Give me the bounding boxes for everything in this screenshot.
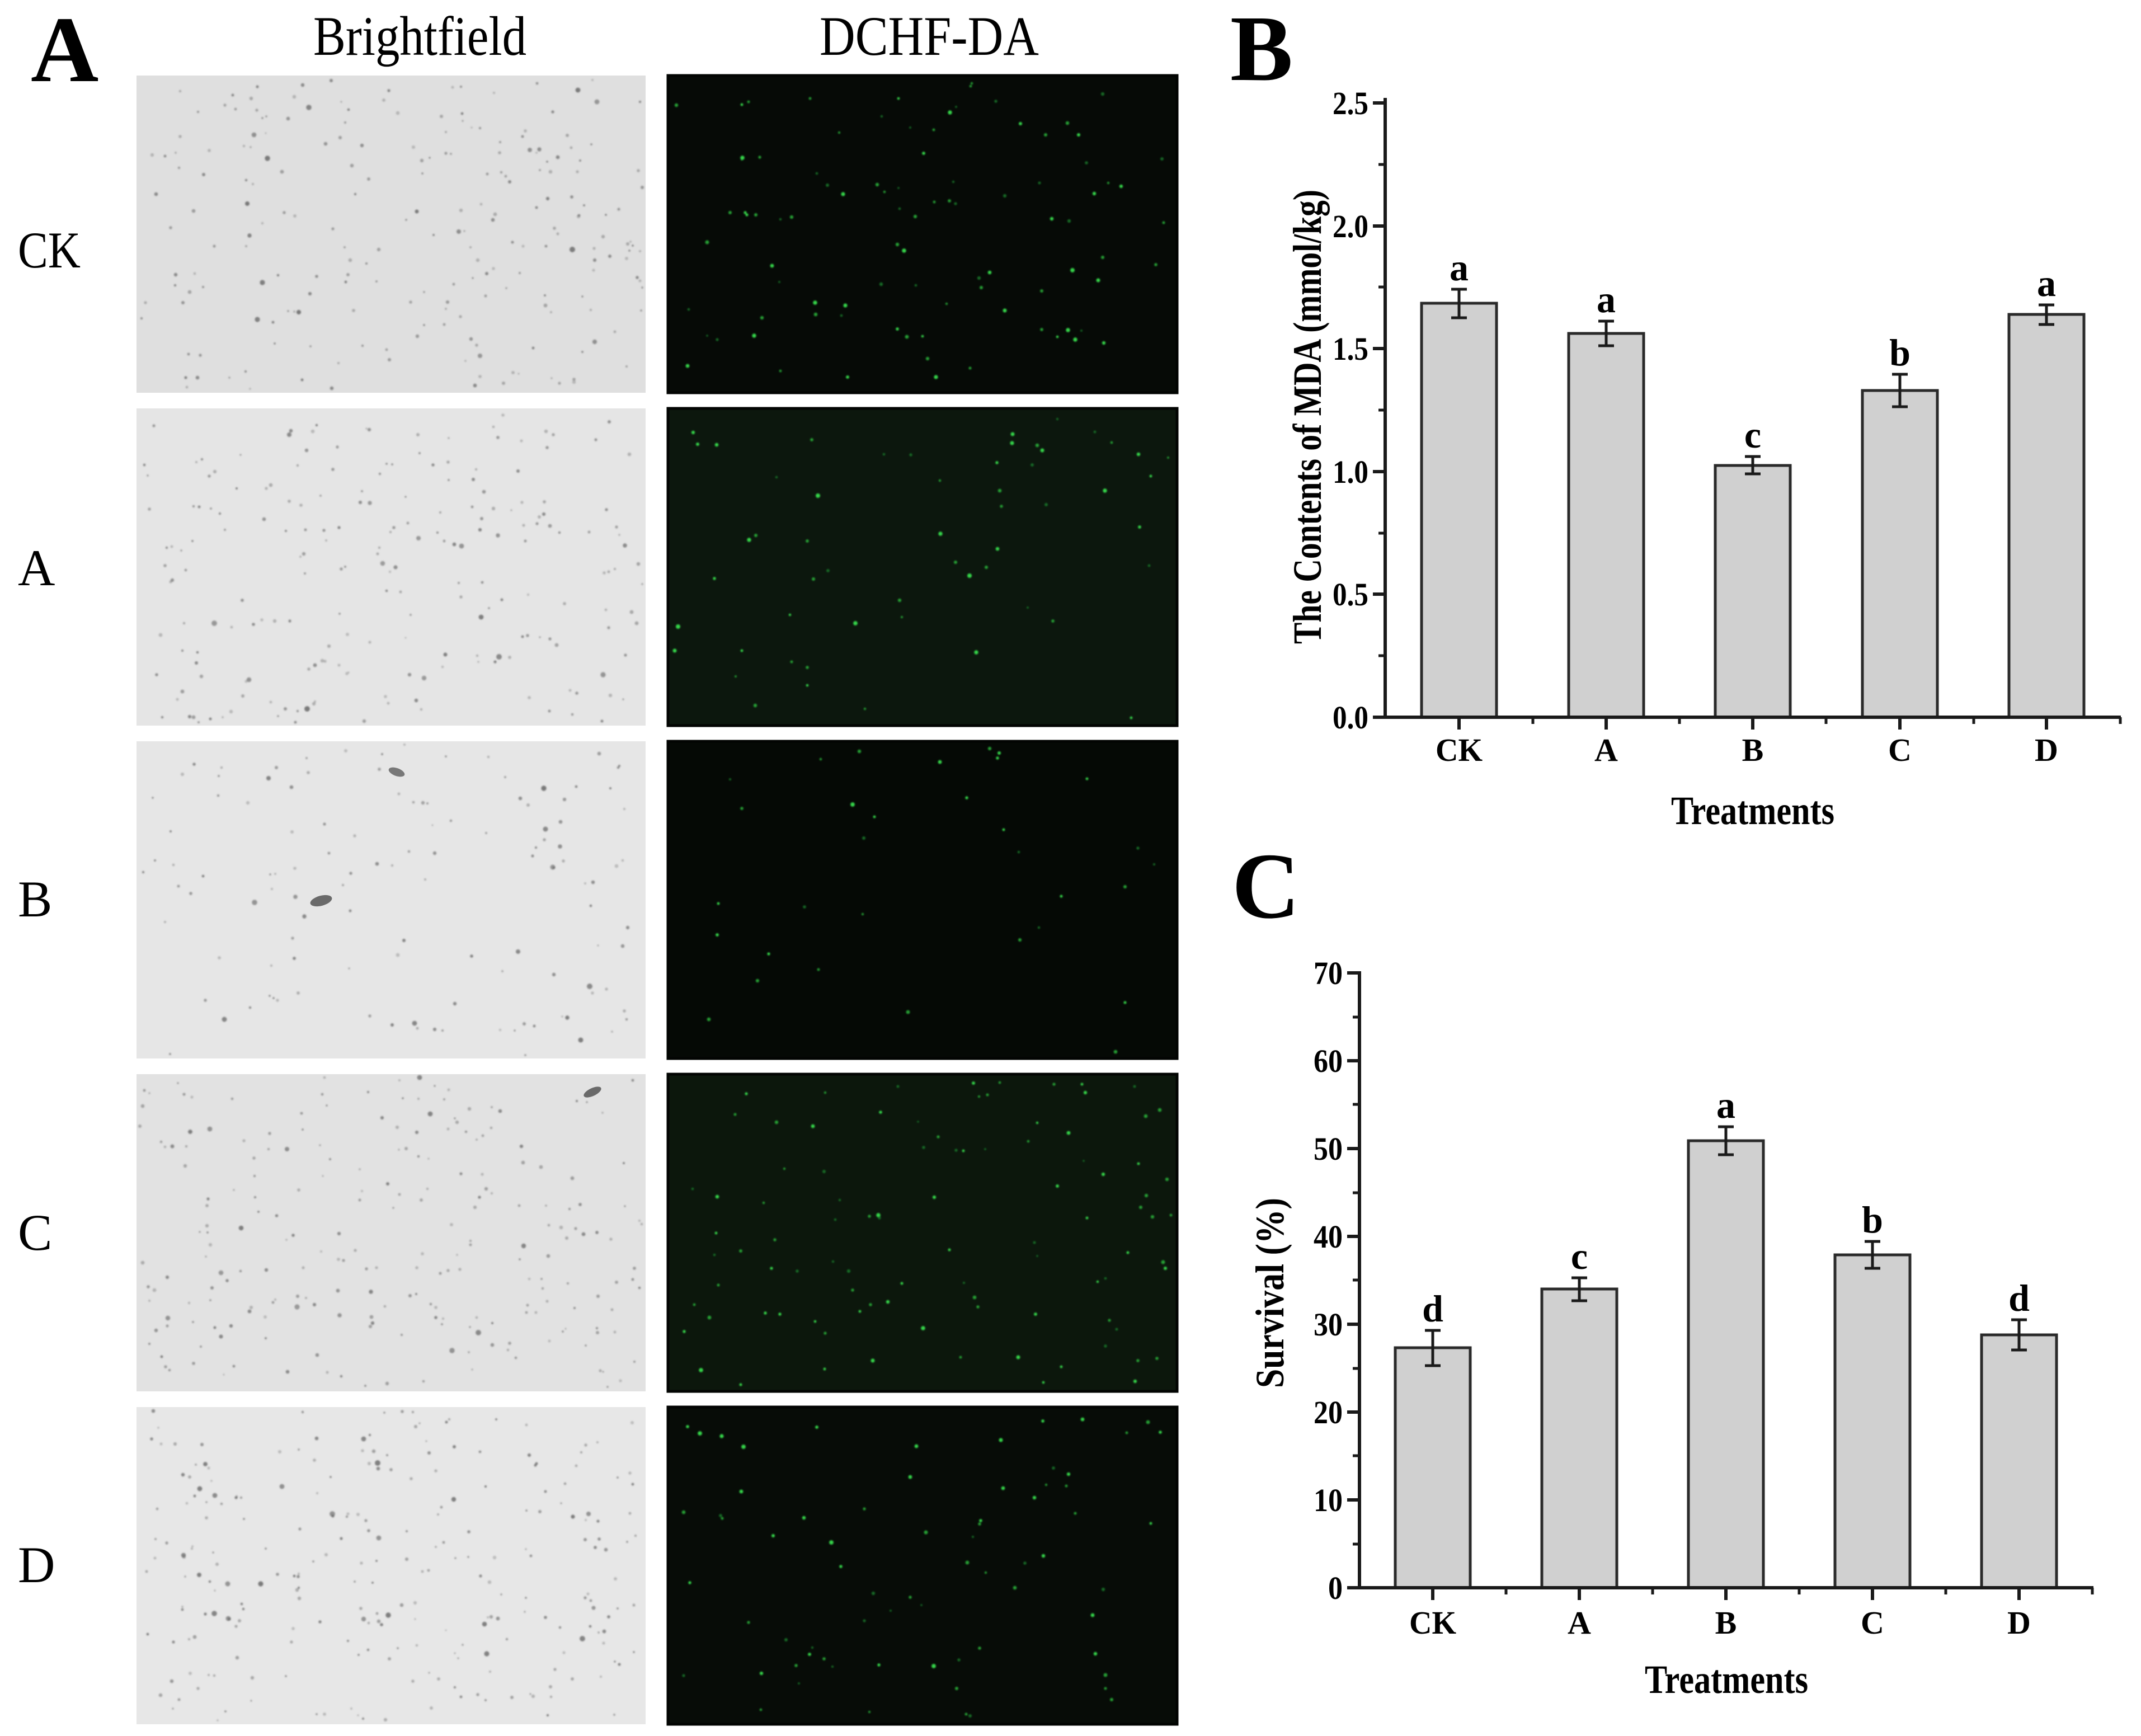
svg-text:Treatments: Treatments: [1671, 788, 1834, 833]
svg-text:1.0: 1.0: [1333, 454, 1368, 490]
svg-text:A: A: [1594, 732, 1618, 768]
svg-text:0.0: 0.0: [1333, 699, 1368, 736]
svg-text:b: b: [1862, 1198, 1883, 1241]
svg-text:20: 20: [1314, 1394, 1343, 1431]
svg-text:b: b: [1889, 331, 1911, 374]
svg-text:d: d: [1422, 1287, 1443, 1330]
svg-text:d: d: [2008, 1277, 2030, 1319]
svg-text:30: 30: [1314, 1306, 1343, 1343]
svg-text:DCHF-DA: DCHF-DA: [820, 5, 1039, 67]
svg-text:B: B: [1230, 0, 1293, 101]
svg-text:Survival (%): Survival (%): [1248, 1198, 1292, 1388]
svg-text:0.5: 0.5: [1333, 576, 1368, 613]
svg-text:D: D: [2007, 1605, 2031, 1641]
svg-text:2.0: 2.0: [1333, 208, 1368, 244]
svg-text:B: B: [18, 871, 52, 928]
svg-text:Brightfield: Brightfield: [313, 5, 526, 67]
svg-text:c: c: [1744, 413, 1761, 456]
svg-text:a: a: [1716, 1084, 1735, 1126]
svg-text:a: a: [2037, 262, 2056, 304]
svg-text:C: C: [1232, 834, 1300, 938]
svg-text:50: 50: [1314, 1131, 1343, 1167]
svg-text:70: 70: [1314, 955, 1343, 991]
svg-text:a: a: [1450, 246, 1469, 289]
svg-text:a: a: [1597, 278, 1616, 321]
svg-text:B: B: [1742, 732, 1764, 768]
svg-text:A: A: [1568, 1605, 1591, 1641]
svg-text:C: C: [1888, 732, 1912, 768]
svg-text:C: C: [18, 1204, 52, 1261]
svg-text:2.5: 2.5: [1333, 85, 1368, 121]
svg-text:A: A: [18, 539, 55, 596]
svg-text:D: D: [2035, 732, 2058, 768]
svg-text:A: A: [31, 0, 98, 102]
svg-text:CK: CK: [1409, 1605, 1456, 1641]
svg-text:The Contents of MDA (mmol/kg): The Contents of MDA (mmol/kg): [1285, 190, 1330, 644]
svg-text:0: 0: [1328, 1570, 1343, 1606]
svg-text:C: C: [1861, 1605, 1884, 1641]
svg-text:c: c: [1571, 1235, 1588, 1277]
svg-text:D: D: [18, 1536, 55, 1593]
svg-text:1.5: 1.5: [1333, 331, 1368, 367]
svg-text:CK: CK: [18, 222, 81, 279]
svg-text:40: 40: [1314, 1219, 1343, 1255]
svg-text:60: 60: [1314, 1043, 1343, 1079]
svg-text:B: B: [1715, 1605, 1737, 1641]
svg-text:Treatments: Treatments: [1645, 1657, 1808, 1702]
svg-text:10: 10: [1314, 1482, 1343, 1518]
svg-text:CK: CK: [1436, 732, 1483, 768]
